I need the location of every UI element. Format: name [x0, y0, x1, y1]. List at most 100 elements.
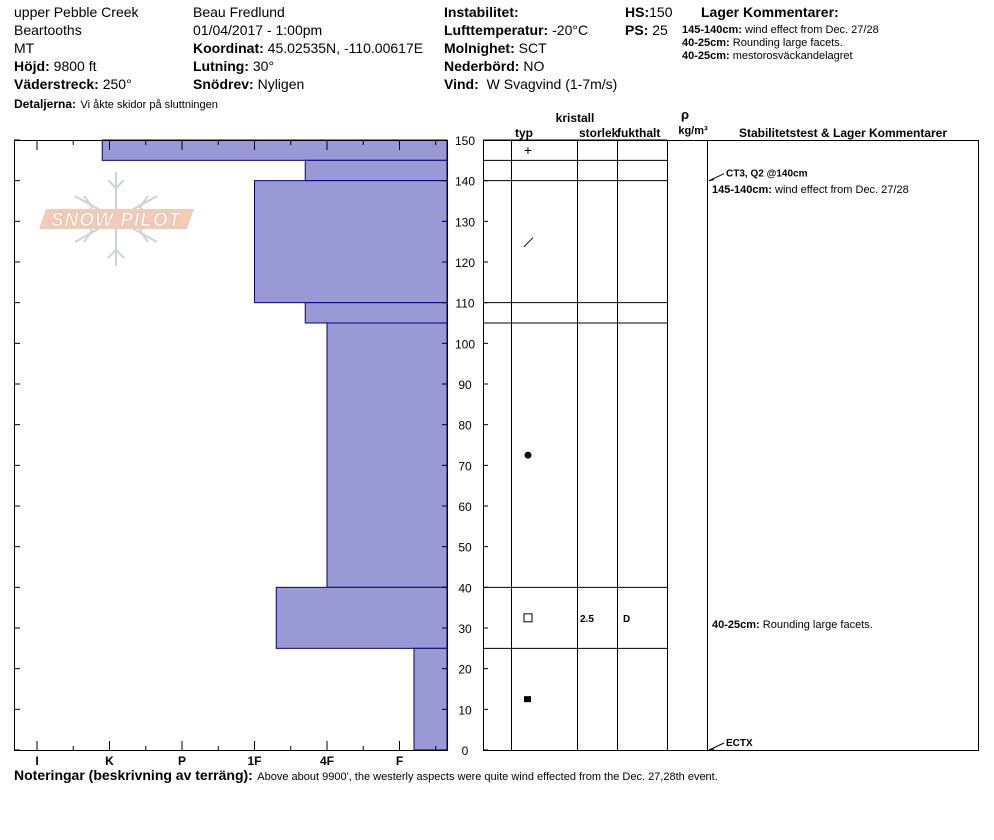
- details: Detaljerna: Vi åkte skidor på sluttninge…: [14, 95, 218, 113]
- terrain-notes-label: Noteringar (beskrivning av terräng):: [14, 767, 253, 783]
- hardness-bar: [304, 159, 448, 182]
- stability-tests: CT3, Q2 @140cm ECTX: [708, 169, 808, 751]
- grain-size: 2.5: [580, 614, 594, 625]
- hardness-bar: [254, 180, 448, 304]
- layer-comment: 40-25cm: Rounding large facets.: [682, 37, 843, 49]
- aspect-value: 250°: [102, 76, 132, 92]
- grain-symbol: [523, 237, 534, 248]
- layer-comment-range: 40-25cm:: [682, 37, 730, 49]
- instability-label: Instabilitet:: [444, 4, 519, 20]
- profile-table-frame: [483, 140, 979, 751]
- hardness-bar: [304, 302, 448, 324]
- hardness-label: F: [396, 754, 403, 768]
- grain-symbols: +2.5 D: [523, 142, 630, 703]
- hardness-bars: [101, 139, 448, 751]
- coordinates-label: Koordinat:: [193, 40, 264, 56]
- snowpilot-logo: SNOW PILOT: [39, 172, 194, 266]
- layer-comment: 40-25cm: mestorosväckandelagret: [682, 50, 853, 62]
- height-label: 70: [458, 459, 472, 473]
- wind: Vind: W Svagvind (1-7m/s): [444, 76, 617, 92]
- height-label: 150: [455, 134, 475, 148]
- layer-comments-chart: 145-140cm: wind effect from Dec. 27/28 40…: [712, 184, 909, 631]
- layer-comment-entry: 145-140cm: wind effect from Dec. 27/28: [712, 184, 909, 196]
- layer-lines: [483, 139, 667, 649]
- test-pointer: [708, 173, 725, 182]
- hardness-label: I: [35, 754, 38, 768]
- test-pointer: [708, 742, 725, 751]
- snow-drift: Snödrev: Nyligen: [193, 76, 304, 92]
- details-label: Detaljerna:: [14, 97, 77, 111]
- elevation-label: Höjd:: [14, 58, 50, 74]
- aspect: Väderstreck: 250°: [14, 76, 132, 92]
- coordinates-value: 45.02535N, -110.00617E: [267, 40, 424, 56]
- height-label: 20: [458, 663, 472, 677]
- precipitation: Nederbörd: NO: [444, 58, 544, 74]
- sky-cover-value: SCT: [518, 40, 547, 56]
- layer-comment-range: 145-140cm:: [682, 24, 742, 36]
- snow-height-label: HS:: [625, 4, 650, 20]
- hardness-bar: [326, 322, 448, 588]
- slope-label: Lutning:: [193, 58, 249, 74]
- hardness-label: K: [105, 754, 114, 768]
- height-label: 100: [455, 337, 475, 351]
- stability-header: Stabilitetstest & Lager Kommentarer: [739, 126, 947, 140]
- grain-moisture: D: [623, 614, 630, 625]
- layer-comments-title: Lager Kommentarer:: [701, 4, 839, 20]
- location-name: upper Pebble Creek: [14, 4, 139, 20]
- height-label: 140: [455, 175, 475, 189]
- pit-depth-value: 25: [652, 22, 668, 38]
- grain-symbol: +: [524, 142, 532, 158]
- storlek-header: storlek: [579, 126, 619, 140]
- air-temperature-label: Lufttemperatur:: [444, 22, 549, 38]
- state: MT: [14, 40, 35, 56]
- grain-symbol: [523, 613, 533, 623]
- hardness-label: P: [178, 754, 186, 768]
- height-label: 60: [458, 500, 472, 514]
- elevation: Höjd: 9800 ft: [14, 58, 96, 74]
- precipitation-value: NO: [523, 58, 545, 74]
- elevation-value: 9800 ft: [53, 58, 97, 74]
- layer-comment-text: mestorosväckandelagret: [732, 50, 853, 62]
- grain-symbol: [524, 451, 532, 459]
- grain-symbol: [524, 696, 531, 703]
- height-label: 50: [458, 541, 472, 555]
- layer-comment: 145-140cm: wind effect from Dec. 27/28: [682, 24, 879, 36]
- details-value: Vi åkte skidor på sluttningen: [80, 99, 218, 111]
- hardness-label: 1F: [247, 754, 261, 768]
- test-pointer: [708, 179, 715, 182]
- pit-depth-label: PS:: [625, 22, 649, 38]
- layer-comment-text: wind effect from Dec. 27/28: [745, 24, 879, 36]
- height-label: 40: [458, 581, 472, 595]
- layer-comment-range: 40-25cm:: [712, 619, 763, 631]
- observer: Beau Fredlund: [193, 4, 285, 20]
- height-label: 120: [455, 256, 475, 270]
- kristall-header: kristall: [556, 111, 595, 125]
- terrain-notes-text: Above about 9900', the westerly aspects …: [257, 771, 718, 783]
- height-label: 30: [458, 622, 472, 636]
- height-label: 90: [458, 378, 472, 392]
- wind-value: W Svagvind (1-7m/s): [486, 76, 618, 92]
- pit-depth: PS: 25: [625, 22, 668, 38]
- snow-drift-value: Nyligen: [257, 76, 305, 92]
- hardness-bar: [413, 647, 448, 751]
- date-time: 01/04/2017 - 1:00pm: [193, 22, 323, 38]
- stability-test-label: ECTX: [726, 738, 753, 749]
- height-label: 130: [455, 215, 475, 229]
- density-symbol: ρ: [681, 107, 689, 122]
- snow-height: HS:150: [625, 4, 672, 20]
- density-unit: kg/m³: [678, 125, 708, 137]
- logo-text: SNOW PILOT: [51, 210, 182, 231]
- air-temperature: Lufttemperatur: -20°C: [444, 22, 588, 38]
- typ-header: typ: [515, 126, 533, 140]
- wind-label: Vind:: [444, 76, 479, 92]
- snow-height-value: 150: [649, 4, 673, 20]
- layer-comment-range: 145-140cm:: [712, 184, 775, 196]
- height-label: 10: [458, 703, 472, 717]
- height-label: 0: [462, 744, 469, 758]
- coordinates: Koordinat: 45.02535N, -110.00617E: [193, 40, 423, 56]
- height-axis: 0 10 20 30 40 50 60 70 80 90 100 110 120 130 140 150: [14, 134, 488, 758]
- fukthalt-header: fukthalt: [617, 126, 660, 140]
- sky-cover: Molnighet: SCT: [444, 40, 547, 56]
- layer-comment-text: wind effect from Dec. 27/28: [774, 184, 909, 196]
